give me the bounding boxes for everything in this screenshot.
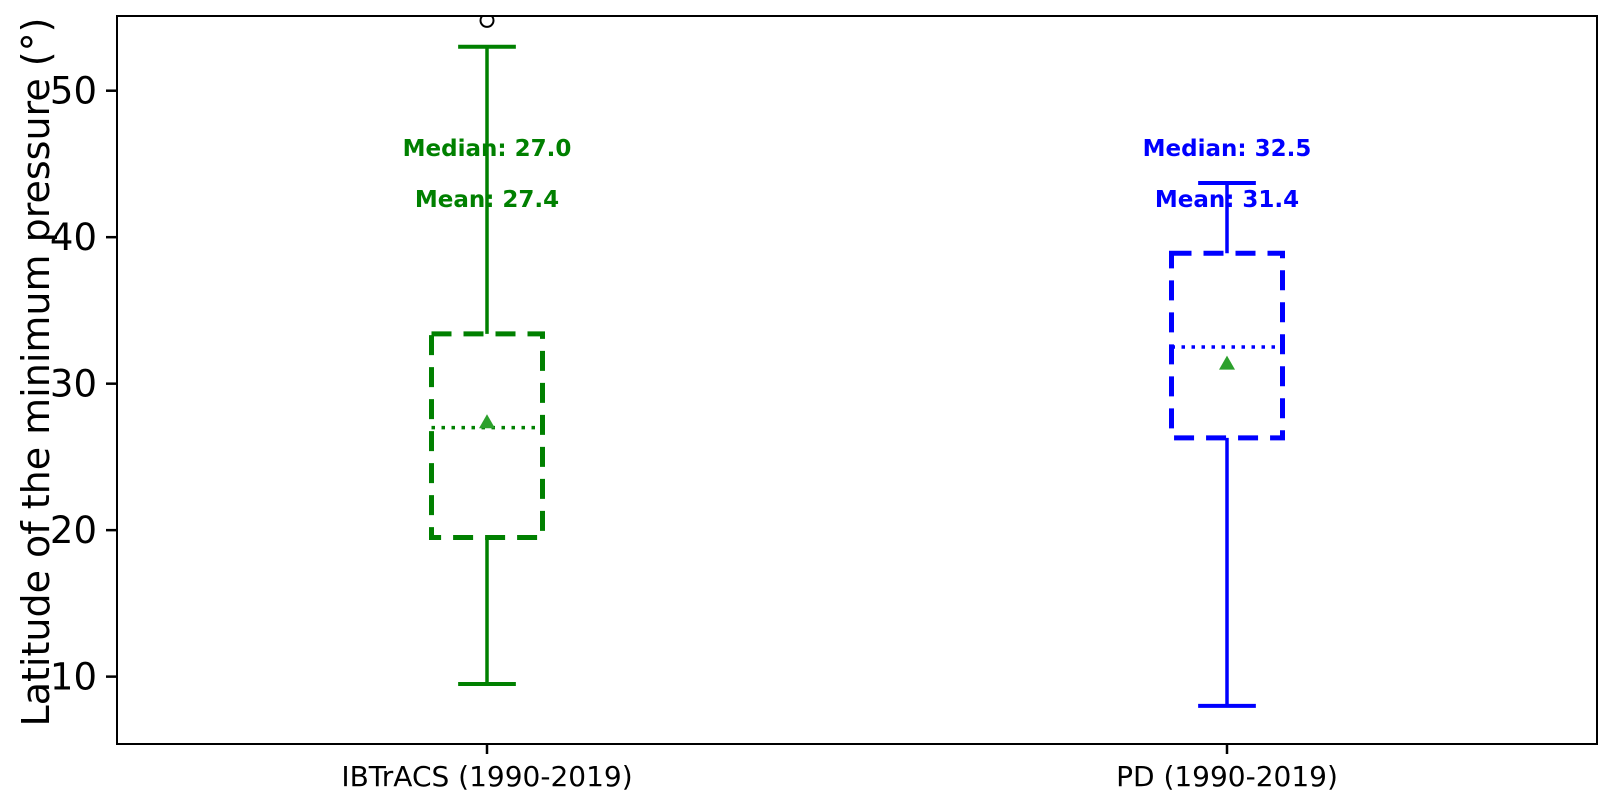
y-tick-label: 10 — [50, 656, 97, 699]
mean-marker — [1219, 355, 1235, 370]
iqr-box — [1169, 250, 1285, 441]
boxplots-group — [429, 16, 1285, 708]
y-tick-label: 30 — [50, 363, 97, 406]
y-tick-label: 40 — [50, 216, 97, 259]
boxplot-pd-1990-2019- — [1169, 180, 1285, 708]
plot-border — [116, 15, 1598, 745]
y-tick-label: 50 — [50, 70, 97, 113]
mean-annotation: Mean: 31.4 — [1155, 187, 1299, 213]
mean-marker — [479, 414, 495, 429]
x-tick-label: IBTrACS (1990-2019) — [341, 760, 632, 793]
mean-annotation: Mean: 27.4 — [415, 187, 559, 213]
outlier-marker — [479, 16, 495, 28]
x-tick-label: PD (1990-2019) — [1116, 760, 1338, 793]
median-annotation: Median: 32.5 — [1143, 136, 1312, 162]
boxplot-ibtracs-1990-2019- — [429, 16, 545, 686]
y-axis-label: Latitude of the minimum pressure (°) — [14, 17, 58, 727]
median-annotation: Median: 27.0 — [403, 136, 572, 162]
iqr-box — [429, 331, 545, 540]
y-tick-label: 20 — [50, 509, 97, 552]
